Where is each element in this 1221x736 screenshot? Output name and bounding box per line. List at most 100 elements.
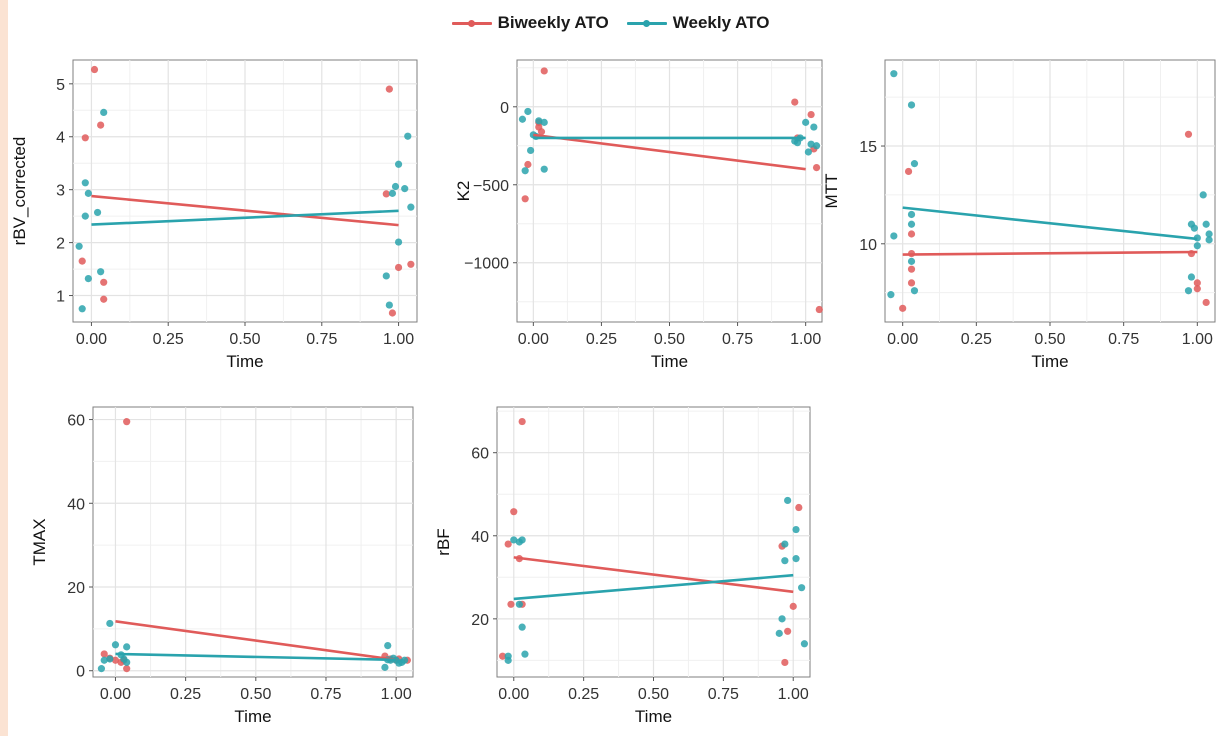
data-point-weekly-ato — [400, 656, 409, 664]
data-point-weekly-ato — [518, 115, 527, 123]
data-point-weekly-ato — [540, 118, 548, 126]
data-point-weekly-ato — [775, 629, 783, 637]
data-point-weekly-ato — [792, 555, 800, 563]
data-point-biweekly-ato — [537, 128, 546, 136]
x-tick-label: 0.50 — [638, 686, 669, 703]
data-point-weekly-ato — [521, 167, 529, 175]
data-point-biweekly-ato — [507, 600, 515, 608]
data-point-weekly-ato — [123, 658, 131, 666]
data-point-weekly-ato — [100, 108, 108, 116]
data-point-biweekly-ato — [904, 167, 913, 176]
x-axis-title: Time — [651, 352, 688, 371]
data-point-weekly-ato — [781, 540, 789, 548]
y-tick-label: 4 — [56, 130, 65, 147]
data-point-biweekly-ato — [807, 110, 815, 119]
x-tick-label: 0.25 — [568, 686, 599, 703]
data-point-weekly-ato — [1205, 230, 1213, 238]
data-point-weekly-ato — [515, 600, 523, 608]
data-point-weekly-ato — [1199, 191, 1207, 199]
data-point-weekly-ato — [78, 305, 86, 313]
x-tick-label: 0.25 — [586, 331, 617, 348]
data-point-weekly-ato — [404, 132, 412, 140]
x-tick-label: 0.75 — [708, 686, 739, 703]
y-tick-label: −500 — [473, 178, 509, 195]
data-point-biweekly-ato — [100, 278, 108, 286]
data-point-weekly-ato — [106, 655, 114, 663]
data-point-weekly-ato — [518, 623, 526, 631]
y-tick-label: 20 — [471, 612, 489, 629]
data-point-weekly-ato — [100, 656, 108, 664]
data-point-weekly-ato — [804, 148, 812, 156]
data-point-weekly-ato — [407, 203, 415, 211]
data-point-biweekly-ato — [1184, 130, 1193, 138]
y-tick-label: 2 — [56, 236, 65, 253]
data-point-weekly-ato — [778, 615, 786, 623]
panel-rbf: 0.00 0.25 0.50 0.75 1.00 20 40 60 Time rBF — [434, 406, 811, 726]
legend: Biweekly ATO Weekly ATO — [0, 8, 1221, 38]
data-point-weekly-ato — [1193, 242, 1201, 250]
data-point-weekly-ato — [540, 165, 548, 173]
data-point-biweekly-ato — [791, 98, 799, 106]
data-point-biweekly-ato — [812, 164, 821, 172]
left-border-strip — [0, 0, 8, 736]
trend-line-weekly-ato — [513, 573, 794, 601]
data-point-weekly-ato — [84, 189, 92, 197]
data-point-weekly-ato — [524, 107, 532, 116]
data-point-biweekly-ato — [394, 263, 403, 272]
data-point-weekly-ato — [111, 641, 120, 649]
x-tick-label: 0.25 — [961, 331, 992, 348]
x-tick-label: 0.00 — [76, 331, 107, 348]
x-tick-label: 0.50 — [240, 686, 271, 703]
data-point-weekly-ato — [381, 663, 389, 671]
data-point-biweekly-ato — [907, 230, 916, 238]
plot-area — [92, 406, 414, 678]
data-point-biweekly-ato — [540, 67, 548, 75]
data-point-weekly-ato — [810, 123, 818, 131]
trend-line-weekly-ato — [902, 206, 1198, 241]
data-point-weekly-ato — [802, 118, 810, 126]
data-point-weekly-ato — [907, 210, 916, 219]
data-point-weekly-ato — [890, 232, 898, 240]
data-point-weekly-ato — [535, 117, 543, 125]
x-tick-label: 1.00 — [383, 331, 414, 348]
data-point-weekly-ato — [807, 140, 815, 148]
y-tick-label: 20 — [67, 580, 85, 597]
data-point-biweekly-ato — [795, 503, 803, 512]
data-point-weekly-ato — [798, 584, 806, 592]
data-point-weekly-ato — [382, 272, 390, 280]
trend-line-weekly-ato — [91, 209, 399, 226]
x-tick-label: 0.75 — [310, 686, 341, 703]
y-axis-title: MTT — [822, 174, 841, 209]
y-tick-label: 15 — [859, 139, 877, 156]
x-tick-label: 0.00 — [518, 331, 549, 348]
x-tick-label: 0.00 — [498, 686, 529, 703]
panel-mtt: 0.00 0.25 0.50 0.75 1.00 10 15 Time MTT — [822, 59, 1216, 371]
y-axis-title: rBV_corrected — [10, 137, 29, 246]
x-tick-label: 1.00 — [1182, 331, 1213, 348]
y-tick-label: 0 — [500, 100, 509, 117]
data-point-biweekly-ato — [510, 508, 518, 516]
panel-tmax: 0.00 0.25 0.50 0.75 1.00 0 20 40 60 Time TMAX — [30, 406, 414, 726]
x-tick-label: 0.00 — [100, 686, 131, 703]
data-point-weekly-ato — [123, 643, 131, 651]
data-point-weekly-ato — [812, 142, 821, 150]
legend-key-weekly — [626, 16, 667, 30]
data-point-biweekly-ato — [1193, 285, 1201, 293]
data-point-weekly-ato — [887, 291, 895, 299]
data-point-biweekly-ato — [407, 260, 415, 268]
x-tick-label: 0.75 — [1108, 331, 1139, 348]
data-point-biweekly-ato — [784, 627, 792, 635]
data-point-weekly-ato — [84, 274, 92, 283]
data-point-weekly-ato — [504, 652, 512, 660]
data-point-biweekly-ato — [1193, 279, 1201, 287]
trend-line-biweekly-ato — [902, 250, 1198, 256]
data-point-weekly-ato — [792, 525, 800, 534]
y-tick-label: 60 — [67, 413, 85, 430]
data-point-biweekly-ato — [81, 134, 89, 142]
data-point-weekly-ato — [527, 146, 535, 155]
data-point-weekly-ato — [97, 268, 105, 276]
data-point-weekly-ato — [93, 208, 102, 217]
data-point-biweekly-ato — [100, 295, 108, 303]
data-point-weekly-ato — [394, 238, 403, 246]
y-tick-label: 40 — [67, 496, 85, 513]
